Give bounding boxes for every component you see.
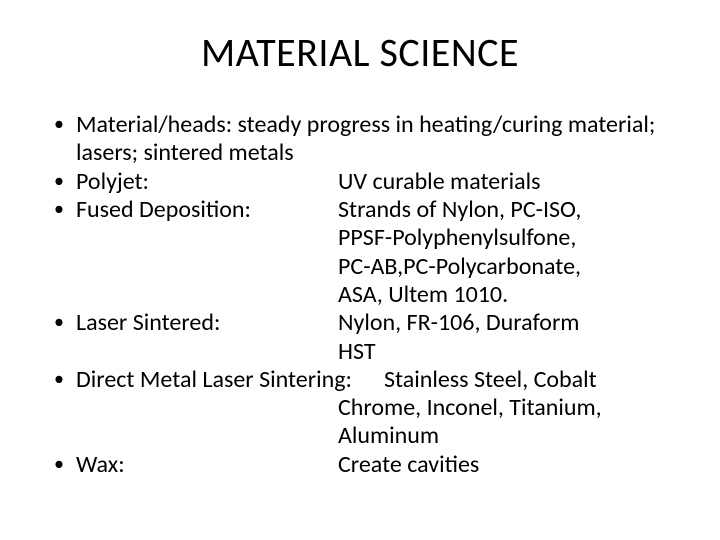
- bullet-value-cont: PC-AB,PC-Polycarbonate,: [48, 253, 672, 281]
- bullet-label: Fused Deposition:: [76, 196, 338, 224]
- slide-title: MATERIAL SCIENCE: [48, 28, 672, 77]
- bullet-value-cont: ASA, Ultem 1010.: [48, 281, 672, 309]
- bullet-dot-icon: •: [48, 451, 76, 478]
- bullet-value: Nylon, FR-106, Duraform: [338, 309, 672, 337]
- bullet-dot-icon: •: [48, 168, 76, 195]
- bullet-item: • Material/heads: steady progress in hea…: [48, 111, 672, 168]
- bullet-label: Polyjet:: [76, 168, 338, 196]
- bullet-dot-icon: •: [48, 366, 76, 393]
- bullet-label: Wax:: [76, 451, 338, 479]
- bullet-value: Stainless Steel, Cobalt: [384, 365, 597, 394]
- bullet-value: Strands of Nylon, PC-ISO,: [338, 196, 672, 224]
- bullet-value-cont: Chrome, Inconel, Titanium,: [48, 394, 672, 422]
- bullet-label: Laser Sintered:: [76, 309, 338, 337]
- bullet-value: Create cavities: [338, 451, 672, 479]
- bullet-label-long: Direct Metal Laser Sintering: Stainless S…: [76, 366, 672, 394]
- bullet-dot-icon: •: [48, 196, 76, 223]
- bullet-item: • Fused Deposition: Strands of Nylon, PC…: [48, 196, 672, 224]
- bullet-value-cont: PPSF-Polyphenylsulfone,: [48, 224, 672, 252]
- bullet-item: • Laser Sintered: Nylon, FR-106, Durafor…: [48, 309, 672, 337]
- bullet-item: • Direct Metal Laser Sintering: Stainless…: [48, 366, 672, 394]
- bullet-value: UV curable materials: [338, 168, 672, 196]
- bullet-value-cont: HST: [48, 338, 672, 366]
- bullet-item: • Wax: Create cavities: [48, 451, 672, 479]
- bullet-item: • Polyjet: UV curable materials: [48, 168, 672, 196]
- bullet-label: Direct Metal Laser Sintering:: [76, 365, 352, 394]
- bullet-text: Material/heads: steady progress in heati…: [76, 111, 672, 168]
- bullet-list: • Material/heads: steady progress in hea…: [48, 111, 672, 479]
- bullet-dot-icon: •: [48, 111, 76, 138]
- bullet-dot-icon: •: [48, 309, 76, 336]
- bullet-value-cont: Aluminum: [48, 422, 672, 450]
